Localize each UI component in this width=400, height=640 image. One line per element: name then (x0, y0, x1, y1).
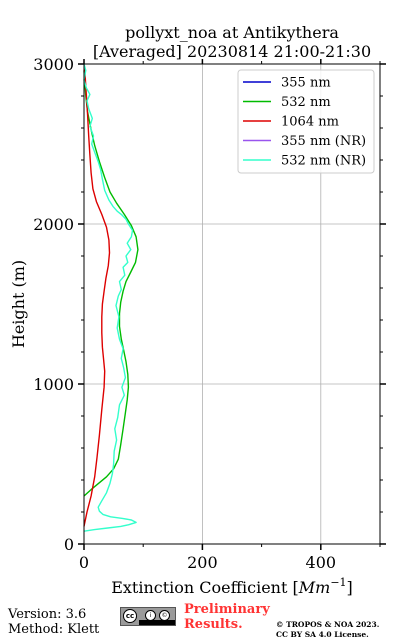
preliminary-line-1: Preliminary (184, 602, 270, 617)
copyright-line-1: © TROPOS & NOA 2023. (276, 620, 380, 629)
license-strip (139, 620, 175, 625)
series-line-2 (83, 70, 139, 497)
chart-title-line-2: [Averaged] 20230814 21:00-21:30 (93, 42, 371, 61)
x-tick-label: 0 (79, 553, 89, 572)
x-tick-label: 200 (187, 553, 218, 572)
version-text: Version: 3.6 (8, 607, 87, 622)
method-text: Method: Klett (8, 622, 100, 637)
preliminary-results-label: Preliminary Results. (184, 602, 279, 632)
axis-ticks: 0 200 400 0 1000 2000 3000 (33, 55, 386, 572)
chart-title-line-1: pollyxt_noa at Antikythera (125, 23, 339, 42)
copyright-line-2: CC BY SA 4.0 License. (276, 630, 369, 639)
legend-label-3: 1064 nm (281, 115, 339, 130)
y-tick-label: 3000 (33, 55, 74, 74)
y-tick-label: 2000 (33, 215, 74, 234)
plot-area-frame (83, 63, 381, 545)
legend-label-5: 532 nm (NR) (281, 154, 366, 169)
cc-icon: cc (123, 609, 137, 623)
chart-legend: 355 nm 532 nm 1064 nm 355 nm (NR) 532 nm (NR… (237, 69, 375, 174)
series-line-3 (83, 67, 111, 527)
copyright-notice: © TROPOS & NOA 2023. CC BY SA 4.0 Licens… (276, 620, 400, 640)
legend-box (237, 69, 375, 174)
extinction-profile-chart: pollyxt_noa at Antikythera [Averaged] 20… (9, 23, 386, 597)
y-axis-label: Height (m) (9, 260, 28, 348)
data-series (83, 63, 139, 532)
y-tick-label: 1000 (33, 375, 74, 394)
y-tick-label: 0 (64, 535, 74, 554)
x-tick-label: 400 (306, 553, 337, 572)
preliminary-line-2: Results. (184, 617, 243, 632)
cc-by-sa-license-icon[interactable]: cc i © (120, 607, 176, 626)
legend-label-2: 532 nm (281, 95, 331, 110)
series-line-5 (83, 63, 137, 532)
legend-label-4: 355 nm (NR) (281, 134, 366, 149)
x-axis-label: Extinction Coefficient [Mm−1] (111, 576, 353, 597)
legend-label-1: 355 nm (281, 76, 331, 91)
